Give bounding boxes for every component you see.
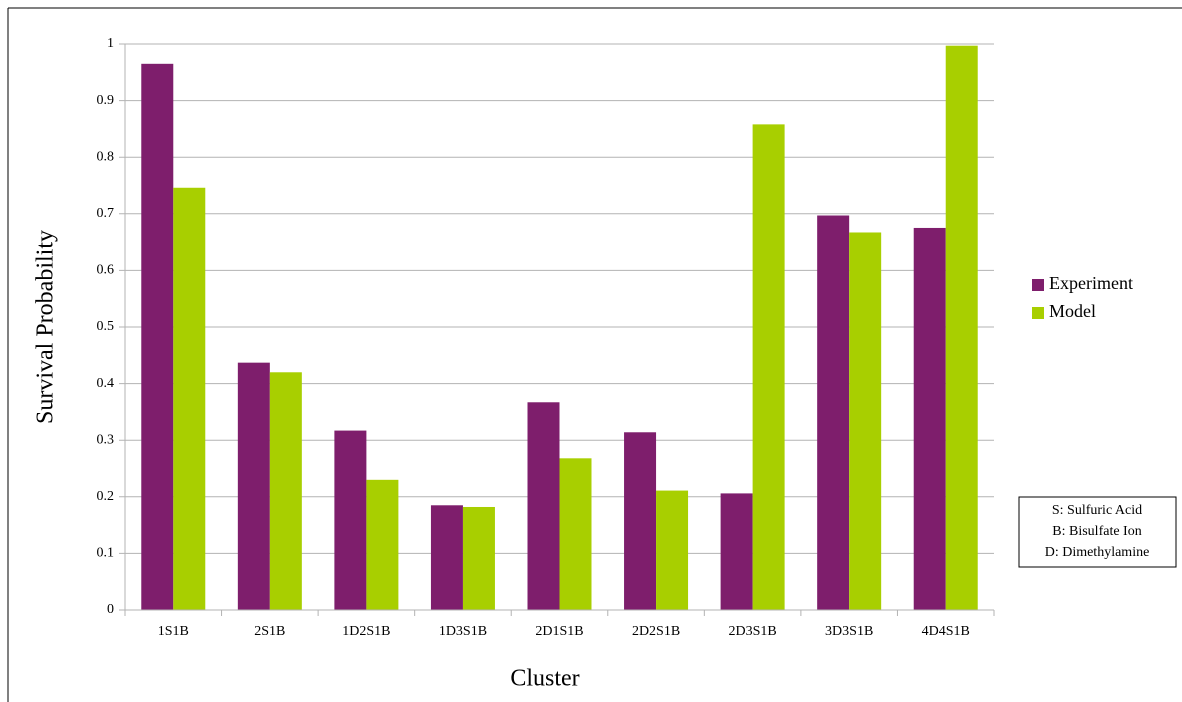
annotation-text: D: Dimethylamine bbox=[1045, 545, 1150, 560]
bar bbox=[817, 215, 850, 611]
bar bbox=[913, 227, 946, 610]
bar bbox=[237, 362, 270, 610]
legend-swatch bbox=[1032, 279, 1044, 291]
x-tick-label: 2D1S1B bbox=[535, 624, 583, 639]
annotation-box bbox=[1018, 496, 1177, 568]
x-tick-label: 2D2S1B bbox=[632, 624, 680, 639]
x-tick-label: 2D3S1B bbox=[728, 624, 776, 639]
legend-label: Experiment bbox=[1049, 273, 1133, 293]
y-tick-label: 0.4 bbox=[97, 376, 115, 391]
y-tick-label: 0.2 bbox=[97, 489, 115, 504]
y-tick-label: 0.9 bbox=[97, 93, 115, 108]
bar bbox=[945, 45, 978, 610]
y-axis-label: Survival Probability bbox=[33, 230, 59, 424]
x-tick-label: 1D3S1B bbox=[439, 624, 487, 639]
x-tick-label: 1D2S1B bbox=[342, 624, 390, 639]
x-axis-label: Cluster bbox=[510, 666, 579, 692]
legend-label: Model bbox=[1049, 301, 1096, 321]
bar bbox=[656, 490, 689, 610]
x-tick-label: 2S1B bbox=[254, 624, 285, 639]
bar bbox=[173, 187, 206, 610]
bar bbox=[334, 430, 367, 610]
x-tick-label: 4D4S1B bbox=[922, 624, 970, 639]
x-tick-label: 1S1B bbox=[158, 624, 189, 639]
y-tick-label: 1 bbox=[107, 36, 114, 51]
bar bbox=[752, 124, 785, 610]
bar bbox=[720, 493, 753, 610]
annotation-text: B: Bisulfate Ion bbox=[1052, 524, 1141, 539]
bar bbox=[269, 372, 302, 610]
bar bbox=[849, 232, 882, 610]
annotation-text: S: Sulfuric Acid bbox=[1052, 503, 1142, 518]
bar bbox=[430, 505, 463, 610]
bar bbox=[141, 63, 174, 611]
bar bbox=[624, 432, 657, 610]
bar bbox=[559, 458, 592, 610]
y-tick-label: 0.3 bbox=[97, 432, 115, 447]
x-tick-label: 3D3S1B bbox=[825, 624, 873, 639]
y-tick-label: 0.7 bbox=[97, 206, 115, 221]
y-tick-label: 0.8 bbox=[97, 149, 115, 164]
bar bbox=[527, 402, 560, 610]
y-tick-label: 0.6 bbox=[97, 263, 115, 278]
bar bbox=[366, 479, 399, 610]
legend-swatch bbox=[1032, 307, 1044, 319]
bar bbox=[462, 506, 495, 610]
y-tick-label: 0 bbox=[107, 602, 114, 617]
y-tick-label: 0.5 bbox=[97, 319, 115, 334]
y-tick-label: 0.1 bbox=[97, 546, 115, 561]
